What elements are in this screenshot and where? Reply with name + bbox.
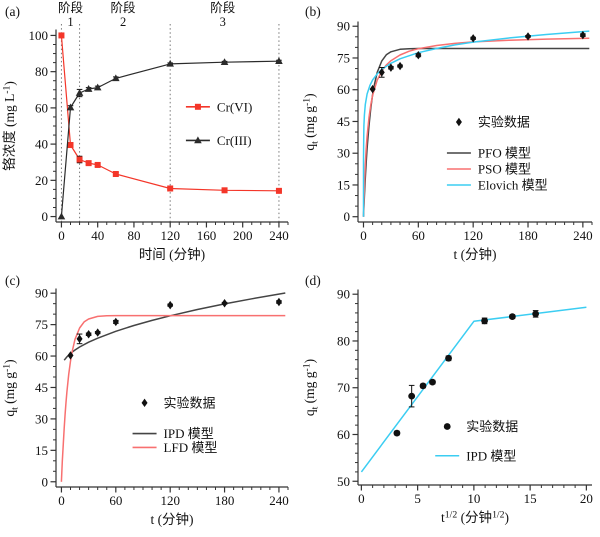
svg-text:180: 180 — [215, 493, 235, 508]
svg-text:70: 70 — [337, 380, 350, 395]
svg-text:60: 60 — [35, 100, 48, 115]
svg-text:2: 2 — [120, 15, 126, 29]
svg-text:0: 0 — [344, 209, 351, 224]
svg-text:(d): (d) — [305, 273, 321, 288]
svg-text:100: 100 — [29, 28, 49, 43]
svg-text:80: 80 — [337, 333, 350, 348]
svg-text:0: 0 — [358, 491, 365, 506]
svg-text:75: 75 — [337, 50, 350, 65]
svg-text:40: 40 — [91, 228, 104, 243]
svg-text:0: 0 — [42, 474, 49, 489]
svg-text:90: 90 — [337, 19, 350, 34]
svg-text:200: 200 — [233, 228, 253, 243]
svg-text:(b): (b) — [305, 4, 321, 19]
svg-text:qt (mg g-1): qt (mg g-1) — [302, 359, 321, 416]
svg-text:240: 240 — [269, 228, 289, 243]
svg-text:60: 60 — [109, 493, 122, 508]
panel-b-kinetic-models-chart: 0 60 120 180 240 0 15 30 45 60 75 90 实验数据 PFO 模型 PSO 模… — [300, 0, 600, 268]
svg-text:实验数据: 实验数据 — [466, 419, 518, 434]
svg-text:PFO 模型: PFO 模型 — [478, 146, 531, 161]
svg-text:120: 120 — [160, 228, 180, 243]
svg-text:90: 90 — [35, 286, 48, 301]
svg-text:80: 80 — [35, 64, 48, 79]
svg-text:180: 180 — [518, 228, 538, 243]
svg-text:20: 20 — [35, 173, 48, 188]
svg-text:60: 60 — [337, 82, 350, 97]
svg-text:60: 60 — [35, 349, 48, 364]
svg-text:阶段: 阶段 — [111, 0, 136, 15]
svg-text:45: 45 — [35, 380, 48, 395]
svg-text:0: 0 — [58, 493, 65, 508]
svg-text:30: 30 — [337, 146, 350, 161]
svg-text:阶段: 阶段 — [210, 0, 235, 15]
svg-text:80: 80 — [127, 228, 140, 243]
svg-text:20: 20 — [580, 491, 593, 506]
svg-text:15: 15 — [524, 491, 537, 506]
svg-text:75: 75 — [35, 317, 48, 332]
panel-c-diffusion-models-chart: 0 60 120 180 240 0 15 30 45 60 75 90 实验数据 IPD 模型 LFD 模… — [0, 269, 300, 537]
svg-text:30: 30 — [35, 411, 48, 426]
svg-text:15: 15 — [35, 443, 48, 458]
svg-text:240: 240 — [269, 493, 289, 508]
svg-text:120: 120 — [463, 228, 483, 243]
svg-text:t (分钟): t (分钟) — [453, 246, 496, 262]
svg-text:1: 1 — [67, 15, 73, 29]
svg-text:45: 45 — [337, 114, 350, 129]
svg-text:Elovich 模型: Elovich 模型 — [478, 178, 548, 193]
svg-text:t1/2 (分钟1/2): t1/2 (分钟1/2) — [441, 509, 509, 525]
svg-text:Cr(VI): Cr(VI) — [217, 99, 252, 114]
svg-text:0: 0 — [42, 209, 49, 224]
svg-text:实验数据: 实验数据 — [164, 395, 216, 410]
svg-text:qt (mg g-1): qt (mg g-1) — [302, 93, 321, 150]
svg-text:IPD 模型: IPD 模型 — [466, 448, 516, 463]
svg-text:10: 10 — [467, 491, 480, 506]
svg-text:90: 90 — [337, 287, 350, 302]
svg-text:60: 60 — [412, 228, 425, 243]
svg-text:Cr(III): Cr(III) — [217, 133, 252, 148]
svg-text:160: 160 — [197, 228, 217, 243]
svg-text:120: 120 — [160, 493, 180, 508]
svg-text:5: 5 — [414, 491, 421, 506]
svg-text:阶段: 阶段 — [58, 0, 83, 15]
svg-text:qt (mg g-1): qt (mg g-1) — [2, 359, 21, 416]
chart-svg-d: 0 5 10 15 20 50 60 70 80 90 实验数据 IPD 模型 (d) t1/2 (分钟1… — [302, 273, 593, 525]
svg-text:t (分钟): t (分钟) — [150, 511, 193, 527]
svg-text:时间 (分钟): 时间 (分钟) — [139, 246, 205, 262]
svg-text:50: 50 — [337, 474, 350, 489]
svg-text:铬浓度 (mg L-1): 铬浓度 (mg L-1) — [2, 81, 18, 171]
svg-text:实验数据: 实验数据 — [478, 115, 530, 130]
svg-text:15: 15 — [337, 177, 350, 192]
svg-text:IPD 模型: IPD 模型 — [164, 426, 214, 441]
svg-text:(a): (a) — [5, 4, 20, 19]
chart-svg-a: 0 40 80 120 160 200 240020406080100阶段1阶段2阶段3Cr… — [2, 0, 289, 262]
svg-text:0: 0 — [360, 228, 367, 243]
svg-text:(c): (c) — [5, 273, 20, 288]
svg-text:LFD 模型: LFD 模型 — [164, 440, 218, 455]
svg-text:40: 40 — [35, 137, 48, 152]
panel-d-ipd-sqrt-time-chart: 0 5 10 15 20 50 60 70 80 90 实验数据 IPD 模型 (d) t1/2 (分钟1… — [300, 269, 600, 537]
svg-text:60: 60 — [337, 427, 350, 442]
panel-a-chromium-concentration-chart: 0 40 80 120 160 200 240 0 20 40 60 80 100 阶段 1 阶段 2 阶段 3 Cr… — [0, 0, 300, 268]
svg-text:3: 3 — [220, 15, 226, 29]
svg-text:240: 240 — [573, 228, 593, 243]
svg-text:PSO 模型: PSO 模型 — [478, 162, 531, 177]
svg-text:0: 0 — [58, 228, 65, 243]
